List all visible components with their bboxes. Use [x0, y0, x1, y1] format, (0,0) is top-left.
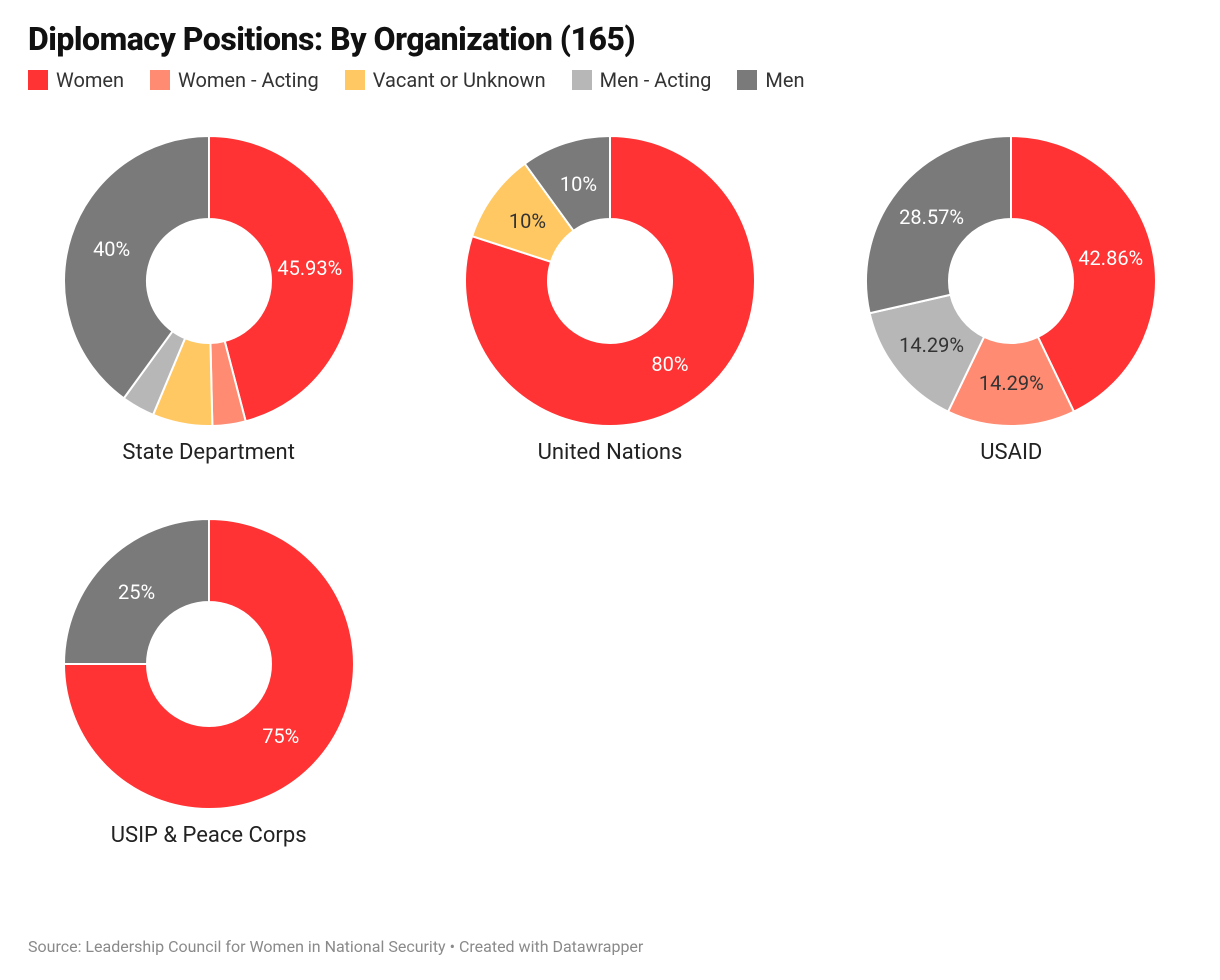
- legend-label: Women: [56, 68, 124, 92]
- chart-title: USAID: [980, 440, 1042, 465]
- chart-cell: 80%10%10% United Nations: [465, 136, 755, 465]
- chart-cell: 75%25% USIP & Peace Corps: [64, 519, 354, 848]
- donut-chart: 75%25%: [64, 519, 354, 809]
- legend-swatch: [572, 70, 592, 90]
- legend-label: Women - Acting: [178, 68, 319, 92]
- donut-svg: [866, 136, 1156, 426]
- chart-title: State Department: [122, 440, 294, 465]
- legend-label: Men - Acting: [600, 68, 712, 92]
- donut-svg: [64, 136, 354, 426]
- legend-item: Women - Acting: [150, 68, 319, 92]
- legend-swatch: [737, 70, 757, 90]
- legend: Women Women - Acting Vacant or Unknown Men …: [28, 68, 1192, 92]
- charts-grid: 45.93%40% State Department 80%10%10% United…: [28, 136, 1192, 848]
- legend-item: Men: [737, 68, 804, 92]
- legend-item: Women: [28, 68, 124, 92]
- donut-chart: 42.86%14.29%14.29%28.57%: [866, 136, 1156, 426]
- donut-slice: [866, 136, 1011, 313]
- page-title: Diplomacy Positions: By Organization (16…: [28, 20, 1192, 58]
- legend-item: Vacant or Unknown: [345, 68, 546, 92]
- chart-title: United Nations: [538, 440, 683, 465]
- donut-svg: [465, 136, 755, 426]
- legend-label: Men: [765, 68, 804, 92]
- chart-cell: 45.93%40% State Department: [64, 136, 354, 465]
- chart-title: USIP & Peace Corps: [111, 823, 307, 848]
- donut-chart: 45.93%40%: [64, 136, 354, 426]
- legend-label: Vacant or Unknown: [373, 68, 546, 92]
- legend-item: Men - Acting: [572, 68, 712, 92]
- legend-swatch: [28, 70, 48, 90]
- donut-svg: [64, 519, 354, 809]
- donut-chart: 80%10%10%: [465, 136, 755, 426]
- legend-swatch: [150, 70, 170, 90]
- chart-cell: 42.86%14.29%14.29%28.57% USAID: [866, 136, 1156, 465]
- donut-slice: [64, 519, 209, 664]
- source-footer: Source: Leadership Council for Women in …: [28, 937, 643, 956]
- legend-swatch: [345, 70, 365, 90]
